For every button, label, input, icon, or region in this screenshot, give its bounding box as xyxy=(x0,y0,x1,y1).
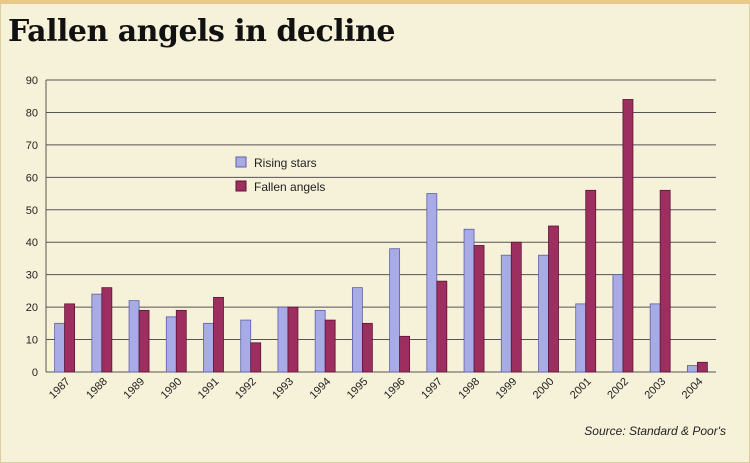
y-tick-label: 70 xyxy=(26,140,38,152)
bar-fallen-angels xyxy=(250,342,262,373)
bar-rising-stars xyxy=(240,319,252,373)
x-axis-ticks: 1987 1988 1989 1990 1991 1992 1993 1994 1995 1996… xyxy=(47,376,706,402)
bar-rising-stars xyxy=(165,316,177,373)
x-tick-label: 1987 xyxy=(47,376,73,402)
bar-fallen-angels xyxy=(548,225,559,373)
x-tick-label: 2001 xyxy=(568,376,594,402)
bar-fallen-angels xyxy=(659,189,671,373)
bar-fallen-angels xyxy=(622,99,634,373)
bar-rising-stars xyxy=(203,322,214,373)
x-tick-label: 1996 xyxy=(382,376,408,402)
bar-fallen-angels xyxy=(399,335,411,373)
x-tick-label: 1997 xyxy=(419,376,445,402)
legend-label-rising-stars: Rising stars xyxy=(254,156,317,170)
bar-fallen-angels xyxy=(696,361,708,373)
bar-rising-stars xyxy=(575,303,587,373)
legend-label-fallen-angels: Fallen angels xyxy=(254,180,325,194)
x-tick-label: 1991 xyxy=(196,376,222,402)
y-tick-label: 20 xyxy=(26,302,38,314)
legend: Rising stars Fallen angels xyxy=(235,156,325,194)
bar-rising-stars xyxy=(500,254,512,373)
bar-fallen-angels xyxy=(324,319,336,373)
bar-rising-stars xyxy=(612,274,624,373)
y-tick-label: 10 xyxy=(26,335,38,347)
bar-rising-stars xyxy=(649,303,661,373)
bar-fallen-angels xyxy=(138,309,150,373)
bar-rising-stars xyxy=(538,254,549,373)
y-tick-label: 90 xyxy=(26,75,38,87)
bar-fallen-angels xyxy=(473,245,485,373)
bar-fallen-angels xyxy=(510,241,522,373)
bar-rising-stars xyxy=(426,193,438,373)
bar-fallen-angels xyxy=(64,303,76,373)
x-tick-label: 1990 xyxy=(159,376,185,402)
bar-fallen-angels xyxy=(287,306,299,373)
bar-rising-stars xyxy=(128,300,140,373)
bar-rising-stars xyxy=(463,228,475,373)
x-tick-label: 1992 xyxy=(233,376,259,402)
x-tick-label: 1989 xyxy=(121,376,147,402)
x-tick-label: 2002 xyxy=(605,376,631,402)
bar-fallen-angels xyxy=(213,296,224,373)
x-tick-label: 2003 xyxy=(642,376,668,402)
x-tick-label: 1995 xyxy=(345,376,371,402)
y-tick-label: 60 xyxy=(26,172,38,184)
bar-fallen-angels xyxy=(361,322,373,373)
y-tick-label: 30 xyxy=(26,270,38,282)
top-border xyxy=(0,0,750,4)
x-tick-label: 1999 xyxy=(494,376,520,402)
grid-lines xyxy=(45,79,716,373)
bar-rising-stars xyxy=(686,365,698,373)
bar-fallen-angels xyxy=(101,287,113,373)
legend-swatch-rising-stars xyxy=(235,156,247,168)
bar-rising-stars xyxy=(351,287,363,373)
legend-swatch-fallen-angels xyxy=(235,180,247,192)
x-tick-label: 2000 xyxy=(531,376,557,402)
x-tick-label: 1993 xyxy=(270,376,296,402)
bar-fallen-angels xyxy=(175,309,187,373)
bar-rising-stars xyxy=(277,306,289,373)
x-tick-label: 1998 xyxy=(456,376,482,402)
y-axis-ticks: 0 10 20 30 40 50 60 70 80 90 xyxy=(26,75,38,379)
y-tick-label: 80 xyxy=(26,107,38,119)
x-tick-label: 1988 xyxy=(84,376,110,402)
y-tick-label: 50 xyxy=(26,205,38,217)
chart-title: Fallen angels in decline xyxy=(8,14,395,49)
y-tick-label: 40 xyxy=(26,237,38,249)
bar-rising-stars xyxy=(389,248,401,373)
y-tick-label: 0 xyxy=(32,367,38,379)
bar-rising-stars xyxy=(314,309,326,373)
bar-rising-stars xyxy=(54,322,66,373)
x-tick-label: 2004 xyxy=(680,376,706,402)
source-note: Source: Standard & Poor's xyxy=(584,424,726,438)
bar-fallen-angels xyxy=(436,280,448,373)
bar-rising-stars xyxy=(91,293,103,373)
bar-fallen-angels xyxy=(585,189,597,373)
bars xyxy=(54,99,708,373)
x-tick-label: 1994 xyxy=(307,376,333,402)
